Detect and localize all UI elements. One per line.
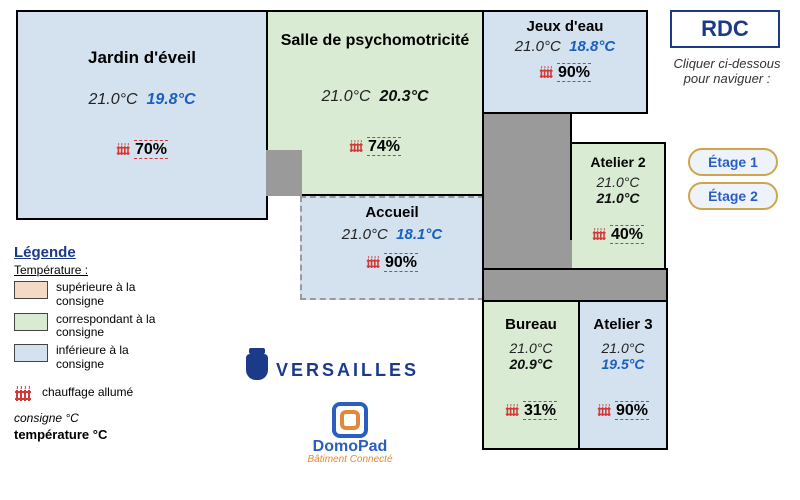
legend-text: correspondant à la consigne [56,313,156,341]
radiator-icon [597,404,613,417]
legend-heating-row: chauffage allumé [14,386,184,405]
radiator-icon [505,404,521,417]
room-heating: 90% [580,402,666,420]
legend-swatch [14,281,48,299]
legend-swatch [14,313,48,331]
legend-text: chauffage allumé [42,386,142,400]
room-heating: 90% [484,64,646,82]
room-name: Accueil [302,204,482,221]
room-jeuxdeau[interactable]: Jeux d'eau 21.0°C 18.8°C 90% [482,10,648,114]
structure-block [540,240,572,270]
radiator-icon [349,140,365,153]
brand-versailles: VERSAILLES [246,350,419,381]
legend-row: correspondant à la consigne [14,313,184,341]
room-name: Atelier 3 [580,316,666,333]
room-accueil[interactable]: Accueil 21.0°C 18.1°C 90% [300,196,484,300]
room-name: Salle de psychomotricité [268,32,482,50]
legend-text: supérieure à la consigne [56,281,156,309]
room-jardin[interactable]: Jardin d'éveil 21.0°C 19.8°C 70% [16,10,268,220]
room-bureau[interactable]: Bureau 21.0°C20.9°C 31% [482,300,580,450]
domopad-logo-icon [332,402,368,438]
nav-caption: Cliquer ci-dessous pour naviguer : [662,56,792,86]
room-name: Jardin d'éveil [18,48,266,68]
room-temperatures: 21.0°C 18.8°C [484,38,646,55]
room-temperatures: 21.0°C 19.8°C [18,91,266,109]
room-temperatures: 21.0°C19.5°C [580,340,666,372]
room-heating: 40% [572,226,664,244]
room-heating: 90% [302,254,482,272]
structure-block [266,150,302,196]
brand-domopad: DomoPadBâtiment Connecté [280,402,420,465]
room-temperatures: 21.0°C 20.3°C [268,88,482,106]
radiator-icon [592,228,608,241]
room-heating: 31% [484,402,578,420]
radiator-icon [539,66,555,79]
legend-row: inférieure à la consigne [14,344,184,372]
radiator-icon [116,143,132,156]
versailles-crest-icon [246,354,268,380]
room-heating: 70% [18,141,266,159]
radiator-icon [14,386,34,405]
floor-title: RDC [670,10,780,48]
room-temperatures: 21.0°C20.9°C [484,340,578,372]
legend-temp-subtitle: Température : [14,263,184,277]
nav-floor-button[interactable]: Étage 1 [688,148,778,176]
legend-swatch [14,344,48,362]
structure-block [482,268,668,302]
room-atelier2[interactable]: Atelier 2 21.0°C21.0°C 40% [570,142,666,270]
room-name: Bureau [484,316,578,333]
legend: Légende Température : supérieure à la cons… [14,244,184,442]
room-temperatures: 21.0°C21.0°C [572,174,664,206]
legend-actual-line: température °C [14,427,184,442]
legend-setpoint-line: consigne °C [14,411,184,425]
legend-row: supérieure à la consigne [14,281,184,309]
radiator-icon [366,256,382,269]
room-temperatures: 21.0°C 18.1°C [302,226,482,243]
room-name: Atelier 2 [572,154,664,170]
room-name: Jeux d'eau [484,18,646,35]
room-atelier3[interactable]: Atelier 3 21.0°C19.5°C 90% [578,300,668,450]
legend-text: inférieure à la consigne [56,344,156,372]
nav-floor-button[interactable]: Étage 2 [688,182,778,210]
legend-title: Légende [14,244,184,261]
floorplan-stage: Jardin d'éveil 21.0°C 19.8°C 70% Salle de … [0,0,800,500]
